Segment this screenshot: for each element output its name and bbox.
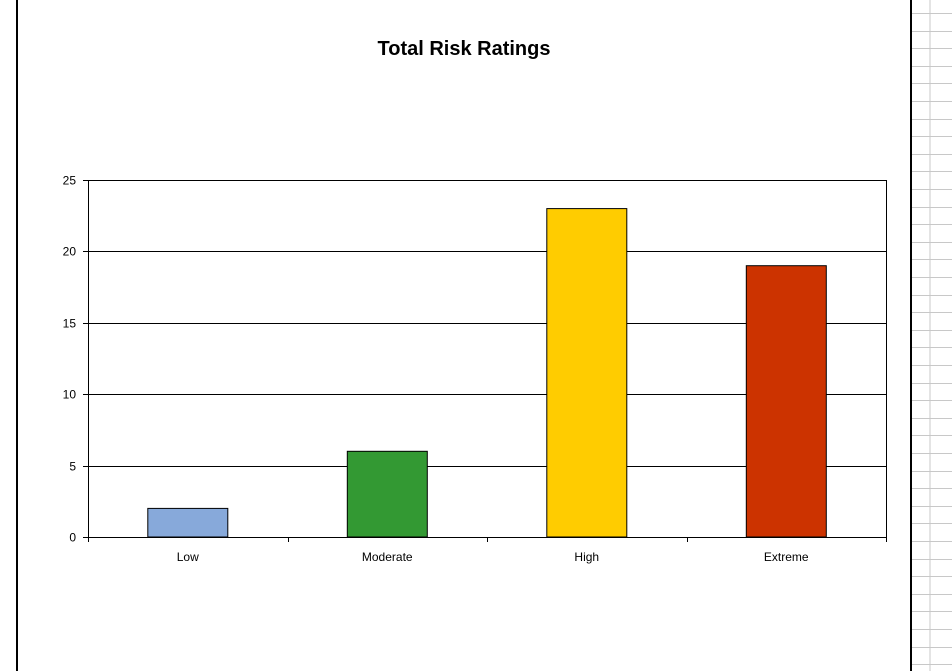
bar-high <box>546 208 628 538</box>
bar-plot: 0 5 10 15 20 25 Low Moderate High Extreme <box>63 174 887 564</box>
chart-title: Total Risk Ratings <box>377 38 551 60</box>
y-tick-label: 5 <box>69 460 76 474</box>
y-tick-label: 15 <box>63 317 77 331</box>
y-tick-label: 0 <box>69 531 76 545</box>
y-tick-label: 25 <box>63 174 77 188</box>
x-tick-label: Low <box>177 550 199 564</box>
y-tick-label: 20 <box>63 245 77 259</box>
x-tick-label: Extreme <box>764 550 809 564</box>
bars <box>147 208 827 538</box>
bar-moderate <box>346 450 428 538</box>
axes <box>83 180 887 542</box>
x-tick-label: Moderate <box>362 550 413 564</box>
x-tick-label: High <box>574 550 599 564</box>
chart-area[interactable]: Total Risk Ratings 0 5 10 15 20 25 Low Moderat… <box>16 0 912 671</box>
bar-extreme <box>745 265 827 538</box>
x-tick-labels: Low Moderate High Extreme <box>177 550 809 564</box>
y-tick-labels: 0 5 10 15 20 25 <box>63 174 77 545</box>
bar-low <box>147 507 229 538</box>
y-tick-label: 10 <box>63 388 77 402</box>
